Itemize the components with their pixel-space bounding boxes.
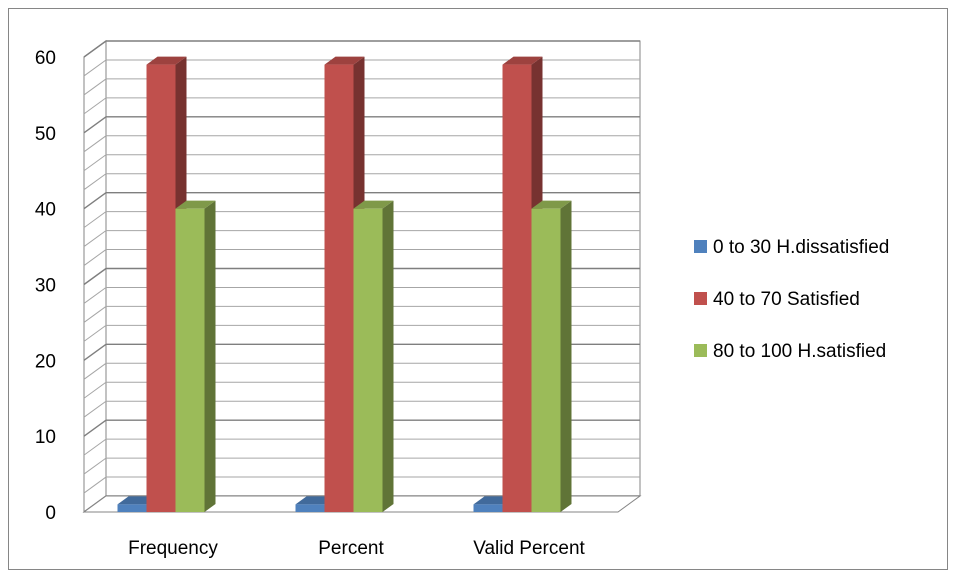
bar-front [146,64,176,512]
bar-front [295,504,325,512]
minor-gridline [83,324,640,342]
minor-gridline [83,400,640,418]
y-tick-label: 50 [35,124,56,145]
legend-item: 0 to 30 H.dissatisfied [694,237,889,258]
legend-swatch [694,344,707,357]
major-gridline [83,343,640,361]
bar-top [531,200,572,209]
bar-front [175,208,205,512]
minor-gridline [83,97,640,115]
major-gridline [83,267,640,286]
chart-area-border [8,8,948,570]
minor-gridline [83,59,640,77]
legend-item: 80 to 100 H.satisfied [694,341,886,362]
x-tick-label: Frequency [128,538,218,559]
bar-front [531,208,561,512]
bar-side [204,200,216,512]
y-tick-label: 40 [35,200,56,221]
bar [353,200,394,512]
x-tick-label: Valid Percent [473,538,585,559]
legend-swatch [694,240,707,253]
bar-front [324,64,354,512]
bar-front [473,504,503,512]
bar [531,200,572,512]
minor-gridline [83,457,640,475]
minor-gridline [83,476,640,494]
minor-gridline [83,154,640,172]
bar-side [382,200,394,512]
x-tick-label: Percent [318,538,384,559]
minor-gridline [83,211,640,229]
bar-front [353,208,383,512]
bar-top [146,56,187,65]
minor-gridline [83,135,640,153]
legend-label: 80 to 100 H.satisfied [713,341,886,362]
minor-gridline [83,438,640,456]
y-tick-label: 30 [35,276,56,297]
bar-front [502,64,532,512]
y-tick-label: 0 [45,503,56,524]
legend-item: 40 to 70 Satisfied [694,289,860,310]
minor-gridline [83,305,640,323]
major-gridline [83,116,640,134]
minor-gridline [83,362,640,380]
legend-label: 40 to 70 Satisfied [713,289,860,310]
bar-top [502,56,543,65]
minor-gridline [83,173,640,191]
bar-side [560,200,572,512]
major-gridline [83,40,640,58]
y-tick-label: 10 [35,427,56,448]
legend-swatch [694,292,707,305]
minor-gridline [83,230,640,247]
minor-gridline [83,381,640,399]
bar-top [353,200,394,209]
major-gridline [83,419,640,437]
minor-gridline [83,286,640,304]
minor-gridline [83,78,640,96]
bar [175,200,216,512]
minor-gridline [83,249,640,266]
bar-top [175,200,216,209]
legend-label: 0 to 30 H.dissatisfied [713,237,889,258]
y-tick-label: 20 [35,351,56,372]
bar-top [324,56,365,65]
bar-front [117,504,147,512]
y-tick-label: 60 [35,48,56,69]
major-gridline [83,191,640,210]
